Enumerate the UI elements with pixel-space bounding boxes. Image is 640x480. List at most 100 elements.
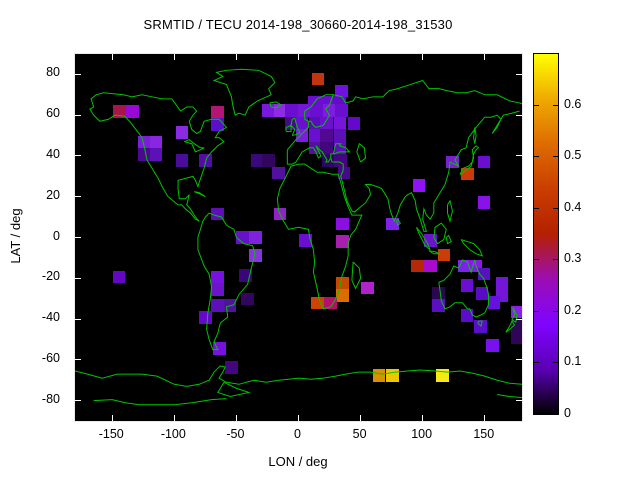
heatmap-cell: [320, 129, 333, 142]
heatmap-cell: [334, 154, 348, 167]
coastline-path: [512, 308, 517, 322]
axis-tick: [298, 415, 299, 421]
colorbar-tick-label: 0: [564, 405, 571, 420]
coastline-path: [357, 144, 366, 162]
heatmap-cell: [461, 167, 474, 181]
colorbar-tick: [534, 310, 539, 312]
axis-tick: [75, 277, 81, 279]
x-tick-label: -50: [226, 427, 245, 441]
heatmap-cell: [320, 117, 333, 130]
coastline-path: [352, 262, 361, 289]
heatmap-cell: [335, 289, 349, 303]
heatmap-cell: [250, 154, 264, 167]
heatmap-cell: [236, 230, 249, 244]
x-axis-title: LON / deg: [268, 454, 328, 469]
coastline-path: [277, 164, 361, 309]
heatmap-cell: [149, 148, 163, 162]
heatmap-cell: [210, 105, 224, 119]
heatmap-cell: [175, 125, 189, 139]
heatmap-cell: [437, 248, 451, 262]
heatmap-cell: [460, 309, 474, 322]
heatmap-cell: [333, 141, 347, 155]
colorbar-tick-label: 0.1: [564, 354, 582, 369]
axis-tick: [422, 54, 424, 60]
heatmap-cell: [295, 129, 309, 142]
heatmap-cell: [272, 166, 285, 180]
heatmap-cell: [335, 104, 348, 117]
heatmap-cell: [213, 342, 226, 355]
heatmap-cell: [460, 278, 474, 292]
y-tick-label: -40: [41, 310, 60, 325]
coastline-path: [287, 144, 349, 164]
heatmap-cell: [333, 129, 347, 142]
heatmap-cell: [475, 287, 489, 300]
colorbar-tick: [534, 104, 539, 106]
heatmap-cell: [320, 141, 333, 155]
heatmap-cell: [249, 249, 262, 262]
coastline-path: [446, 235, 451, 243]
x-tick-label: 150: [473, 427, 495, 441]
axis-tick: [516, 359, 522, 361]
axis-tick: [298, 54, 299, 60]
y-tick-label: 80: [46, 65, 60, 80]
coastline-path: [287, 95, 333, 150]
heatmap-cell: [285, 104, 299, 117]
heatmap-cell: [210, 299, 224, 312]
colorbar-tick: [553, 362, 558, 364]
colorbar-tick: [553, 310, 558, 312]
heatmap-cell: [386, 217, 399, 231]
axis-tick-layer: [75, 54, 522, 421]
coastline-path: [474, 127, 476, 143]
heatmap-cell: [412, 179, 426, 192]
heatmap-cell: [295, 117, 309, 130]
axis-tick: [75, 114, 81, 116]
heatmap-cell: [360, 281, 374, 295]
heatmap-cell: [477, 155, 491, 169]
colorbar-tick-label: 0.2: [564, 302, 582, 317]
heatmap-cell: [477, 267, 491, 281]
axis-tick: [75, 237, 81, 238]
heatmap-cell: [424, 259, 437, 273]
x-tick-label: -100: [160, 427, 186, 441]
y-tick-label: -60: [41, 350, 60, 365]
colorbar-tick-label: 0.5: [564, 148, 582, 163]
coastline-path: [429, 251, 440, 254]
coastline-layer: [75, 54, 522, 421]
colorbar-tick: [553, 156, 558, 158]
coastline-path: [506, 321, 515, 332]
heatmap-cell: [477, 195, 491, 209]
coastline-path: [352, 111, 520, 231]
coastline-path: [218, 382, 249, 396]
heatmap-cell: [324, 296, 337, 310]
coastline-path: [434, 223, 446, 243]
axis-tick: [173, 415, 175, 421]
coastline-path: [286, 125, 291, 131]
heatmap-cell: [335, 217, 349, 231]
heatmap-cell: [335, 84, 348, 98]
heatmap-cell: [241, 292, 254, 306]
colorbar: [533, 53, 559, 415]
axis-tick: [75, 359, 81, 361]
coastline-path: [397, 219, 401, 225]
axis-tick: [235, 54, 237, 60]
x-tick-label: 100: [411, 427, 433, 441]
axis-tick: [360, 415, 362, 421]
y-tick-label: 0: [53, 228, 60, 243]
heatmap-cell: [175, 154, 189, 167]
coastline-path: [331, 158, 352, 211]
axis-tick: [516, 237, 522, 238]
heatmap-cell: [112, 270, 126, 284]
coastline-path: [270, 102, 281, 108]
colorbar-tick: [534, 259, 539, 261]
axis-tick: [516, 196, 522, 198]
y-tick-label: -20: [41, 269, 60, 284]
heatmap-cell: [199, 311, 212, 324]
colorbar-tick: [553, 413, 558, 415]
colorbar-tick: [534, 207, 539, 209]
coastline-path: [214, 69, 275, 115]
x-tick-label: 50: [352, 427, 367, 441]
heatmap-cell: [311, 296, 324, 310]
axis-tick: [235, 415, 237, 421]
heatmap-cell: [474, 320, 487, 334]
coastline-path: [448, 201, 453, 221]
